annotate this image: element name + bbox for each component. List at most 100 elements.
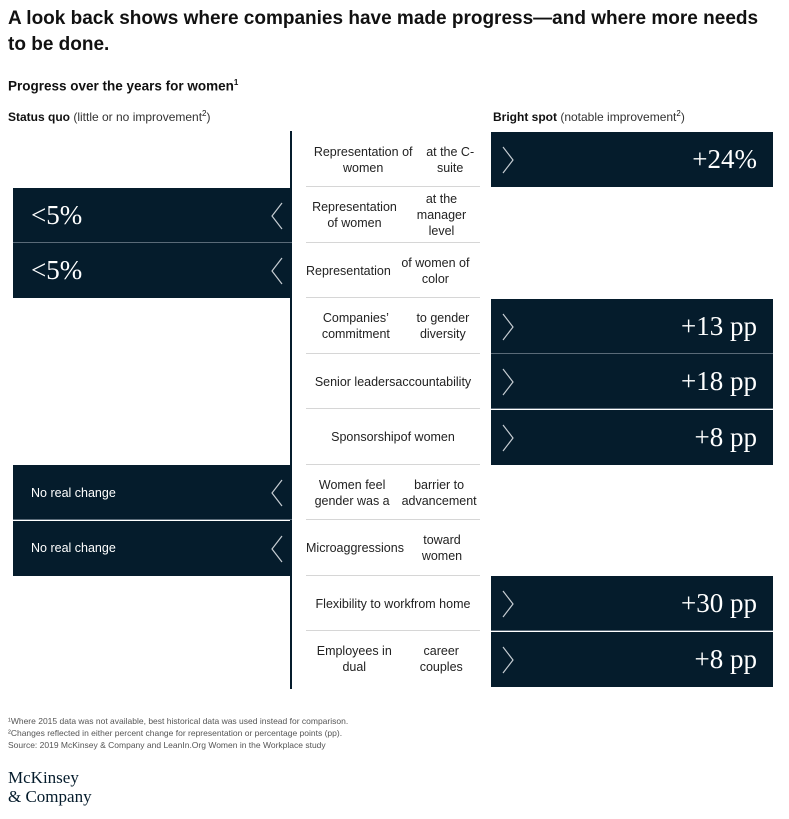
status-quo-bar: <5%: [13, 243, 292, 298]
bright-spot-header-close: ): [680, 110, 685, 124]
row-separator: [306, 463, 480, 465]
row-separator: [306, 630, 480, 631]
table-row: Representation of women of color <5%: [0, 243, 789, 298]
row-separator: [306, 408, 480, 409]
center-divider: [290, 131, 292, 689]
bright-spot-bar: +8 pp: [491, 631, 773, 687]
footnote-2: ²Changes reflected in either percent cha…: [8, 728, 343, 738]
bright-spot-bar: +30 pp: [491, 576, 773, 631]
bright-spot-header: Bright spot (notable improvement2): [493, 109, 685, 124]
row-label-line: accountability: [395, 374, 472, 389]
logo-line-2: & Company: [8, 787, 92, 806]
status-quo-header-bold: Status quo: [8, 110, 70, 124]
table-row: Representation of women at the manager le…: [0, 187, 789, 243]
row-label-line: Women feel gender was a: [314, 477, 390, 508]
table-row: Companies’ commitment to gender diversity…: [0, 298, 789, 354]
chevron-left-icon: [271, 202, 283, 229]
row-separator: [306, 186, 480, 187]
bar-value: +30 pp: [681, 588, 757, 618]
source-note: Source: 2019 McKinsey & Company and Lean…: [8, 740, 326, 750]
chevron-left-icon: [271, 535, 283, 562]
table-row: Senior leaders accountability +18 pp: [0, 354, 789, 409]
status-quo-header-close: ): [206, 110, 211, 124]
row-label-line: Sponsorship: [331, 430, 401, 444]
chevron-right-icon: [502, 424, 514, 451]
table-row: Women feel gender was a barrier to advanc…: [0, 465, 789, 520]
row-label-line: of women: [400, 430, 455, 444]
row-label-line: toward women: [421, 533, 463, 563]
row-label: Microaggressions toward women: [306, 521, 480, 576]
bar-value: +13 pp: [681, 310, 757, 341]
row-label: Companies’ commitment to gender diversity: [306, 299, 480, 354]
row-label-line: at the C-suite: [426, 144, 475, 175]
chevron-left-icon: [271, 479, 283, 507]
logo-line-1: McKinsey: [8, 768, 79, 787]
bright-spot-bar: +13 pp: [491, 298, 773, 354]
bar-value: No real change: [31, 485, 116, 500]
row-label-line: career couples: [419, 644, 463, 674]
row-label-line: at the manager level: [416, 192, 467, 238]
row-label-line: Senior leaders: [314, 374, 396, 389]
mckinsey-logo: McKinsey & Company: [8, 768, 92, 806]
status-quo-header-mark: 2: [202, 109, 207, 118]
bar-value: +18 pp: [681, 366, 757, 396]
bright-spot-bar: +8 pp: [491, 409, 773, 465]
table-row: Flexibility to work from home +30 pp: [0, 576, 789, 631]
bright-spot-bar: +24%: [491, 132, 773, 187]
footnote-1: ¹Where 2015 data was not available, best…: [8, 716, 349, 726]
chevron-right-icon: [502, 313, 514, 340]
bar-value: No real change: [31, 541, 116, 555]
bar-value: <5%: [31, 255, 83, 285]
bar-value: <5%: [31, 199, 83, 230]
row-label-line: barrier to advancement: [401, 477, 477, 508]
row-label-line: to gender diversity: [416, 311, 470, 341]
bar-value: +8 pp: [694, 421, 757, 452]
bright-spot-bar: +18 pp: [491, 354, 773, 409]
subtitle-text: Progress over the years for women: [8, 78, 234, 94]
row-separator: [306, 241, 480, 243]
chevron-right-icon: [502, 646, 514, 673]
bar-value: +24%: [692, 144, 757, 174]
row-label: Senior leaders accountability: [306, 354, 480, 409]
status-quo-bar: <5%: [13, 187, 292, 243]
row-label: Representation of women at the manager le…: [306, 188, 480, 243]
row-separator: [306, 352, 480, 354]
row-label-line: of women of color: [401, 255, 470, 286]
chevron-left-icon: [271, 257, 283, 285]
row-label-line: Flexibility to work: [315, 596, 411, 611]
row-label-line: Representation: [306, 263, 391, 278]
row-label: Women feel gender was a barrier to advanc…: [306, 465, 480, 520]
footnotes: ¹Where 2015 data was not available, best…: [8, 715, 348, 751]
chart-subtitle: Progress over the years for women1: [8, 78, 238, 94]
headline: A look back shows where companies have m…: [8, 8, 759, 55]
bar-separator: [491, 630, 773, 631]
row-separator: [306, 297, 480, 298]
chevron-right-icon: [502, 590, 514, 618]
row-label: Representation of women of color: [306, 243, 480, 298]
row-separator: [306, 519, 480, 520]
bar-separator: [491, 352, 773, 354]
row-label-line: Employees in dual: [316, 644, 392, 674]
row-label-line: Companies’ commitment: [321, 311, 390, 341]
row-label-line: from home: [410, 596, 471, 611]
table-row: Representation of women at the C-suite +24…: [0, 132, 789, 187]
table-row: Microaggressions toward women No real chan…: [0, 520, 789, 576]
bar-value: +8 pp: [694, 643, 757, 674]
status-quo-bar: No real change: [13, 465, 292, 520]
row-label-line: Representation of women: [312, 200, 397, 230]
row-label-line: Microaggressions: [306, 541, 404, 555]
status-quo-bar: No real change: [13, 520, 292, 576]
chevron-right-icon: [502, 368, 514, 396]
row-label-line: Representation of women: [313, 144, 413, 175]
bar-separator: [13, 241, 292, 243]
status-quo-header-note: (little or no improvement: [70, 110, 203, 124]
bar-separator: [491, 408, 773, 409]
status-quo-header: Status quo (little or no improvement2): [8, 109, 211, 124]
table-row: Employees in dual career couples +8 pp: [0, 631, 789, 687]
row-label: Sponsorship of women: [306, 410, 480, 465]
table-row: Sponsorship of women +8 pp: [0, 409, 789, 465]
chevron-right-icon: [502, 146, 514, 174]
row-label: Flexibility to work from home: [306, 576, 480, 631]
row-separator: [306, 574, 480, 576]
bright-spot-header-bold: Bright spot: [493, 110, 557, 124]
